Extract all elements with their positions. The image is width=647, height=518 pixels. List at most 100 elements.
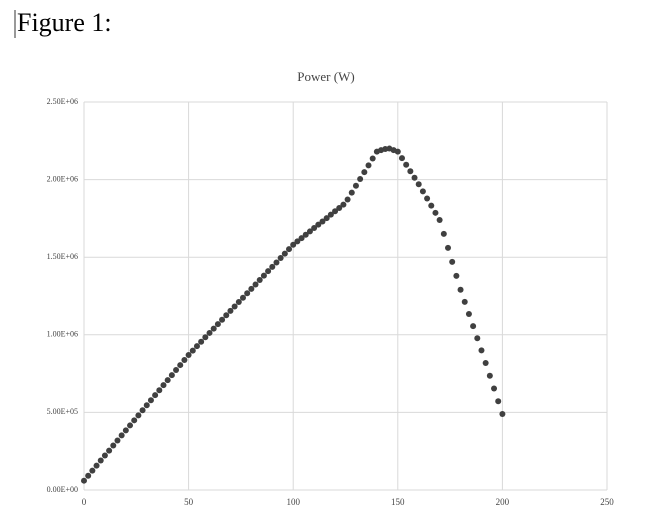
point bbox=[101, 452, 108, 459]
point bbox=[202, 334, 209, 341]
point bbox=[181, 356, 188, 363]
point bbox=[223, 312, 230, 319]
x-tick-label: 150 bbox=[391, 497, 405, 507]
point bbox=[210, 325, 217, 332]
point bbox=[348, 189, 355, 196]
heading: Figure 1: bbox=[17, 8, 112, 37]
point bbox=[482, 360, 489, 367]
point bbox=[177, 362, 184, 369]
point bbox=[173, 367, 180, 374]
point bbox=[185, 351, 192, 358]
y-tick-label: 1.00E+06 bbox=[47, 330, 78, 339]
point bbox=[419, 188, 426, 195]
point bbox=[369, 155, 376, 162]
point bbox=[244, 290, 251, 297]
point bbox=[131, 417, 138, 424]
point bbox=[436, 216, 443, 223]
point bbox=[440, 230, 447, 237]
point bbox=[411, 174, 418, 181]
point bbox=[85, 472, 92, 479]
point bbox=[294, 238, 301, 245]
point bbox=[445, 244, 452, 251]
x-tick-label: 100 bbox=[286, 497, 300, 507]
point bbox=[327, 211, 334, 218]
point bbox=[491, 385, 498, 392]
point bbox=[407, 168, 414, 175]
point bbox=[219, 316, 226, 323]
point bbox=[332, 208, 339, 215]
point bbox=[168, 372, 175, 379]
point bbox=[227, 307, 234, 314]
x-tick-label: 50 bbox=[184, 497, 194, 507]
point bbox=[106, 447, 113, 454]
point bbox=[206, 329, 213, 336]
point bbox=[453, 272, 460, 279]
point bbox=[470, 323, 477, 330]
point bbox=[260, 272, 267, 279]
point bbox=[499, 410, 506, 417]
point bbox=[465, 311, 472, 318]
point bbox=[474, 335, 481, 342]
point bbox=[398, 155, 405, 162]
point bbox=[135, 412, 142, 419]
x-tick-label: 0 bbox=[82, 497, 87, 507]
point bbox=[152, 392, 159, 399]
point bbox=[164, 377, 171, 384]
point bbox=[214, 321, 221, 328]
point bbox=[457, 286, 464, 293]
point bbox=[118, 432, 125, 439]
point bbox=[239, 294, 246, 301]
x-tick-label: 200 bbox=[496, 497, 510, 507]
point bbox=[486, 372, 493, 379]
point bbox=[160, 382, 167, 389]
point bbox=[315, 221, 322, 228]
point bbox=[269, 263, 276, 270]
chart-title: Power (W) bbox=[297, 69, 354, 84]
point bbox=[424, 195, 431, 202]
point bbox=[311, 225, 318, 232]
point bbox=[114, 437, 121, 444]
point bbox=[193, 343, 200, 350]
point bbox=[147, 397, 154, 404]
point bbox=[495, 398, 502, 405]
point bbox=[252, 281, 259, 288]
point bbox=[323, 215, 330, 222]
y-tick-label: 2.00E+06 bbox=[47, 174, 78, 183]
point bbox=[248, 285, 255, 292]
point bbox=[365, 162, 372, 169]
point bbox=[265, 268, 272, 275]
point bbox=[139, 407, 146, 414]
point bbox=[361, 169, 368, 176]
point bbox=[231, 303, 238, 310]
point bbox=[156, 387, 163, 394]
point bbox=[319, 218, 326, 225]
point bbox=[306, 228, 313, 235]
point bbox=[286, 246, 293, 253]
point bbox=[352, 182, 359, 189]
point bbox=[290, 241, 297, 248]
y-tick-label: 5.00E+05 bbox=[47, 407, 78, 416]
point bbox=[97, 457, 104, 464]
point bbox=[357, 175, 364, 182]
point bbox=[110, 442, 117, 449]
point bbox=[122, 427, 129, 434]
point bbox=[235, 299, 242, 306]
point bbox=[432, 209, 439, 216]
point bbox=[281, 250, 288, 257]
point bbox=[143, 402, 150, 409]
point bbox=[93, 462, 100, 469]
y-tick-label: 1.50E+06 bbox=[47, 252, 78, 261]
point bbox=[302, 231, 309, 238]
point bbox=[127, 422, 134, 429]
point bbox=[81, 477, 87, 484]
point bbox=[340, 201, 347, 208]
point bbox=[428, 202, 435, 209]
point bbox=[277, 254, 284, 261]
point bbox=[344, 196, 351, 203]
point bbox=[198, 338, 205, 345]
point bbox=[403, 161, 410, 168]
y-tick-label: 0.00E+00 bbox=[47, 485, 78, 494]
point bbox=[336, 205, 343, 212]
